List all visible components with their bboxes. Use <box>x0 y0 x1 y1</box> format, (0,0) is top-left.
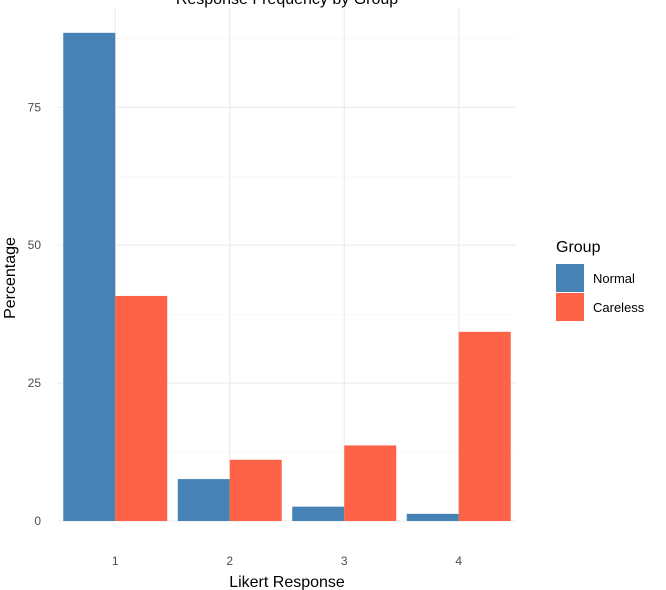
y-tick-label: 0 <box>34 514 41 528</box>
legend: Group Normal Careless <box>556 239 645 321</box>
axis-ticks: 0 25 50 75 1 2 3 4 <box>28 100 463 568</box>
chart-title: Response Frequency by Group <box>176 0 398 8</box>
bar-normal-4 <box>406 513 459 521</box>
bar-careless-2 <box>229 459 282 521</box>
legend-title: Group <box>556 239 601 256</box>
bar-careless-3 <box>344 445 397 521</box>
x-tick-label: 2 <box>226 554 233 568</box>
x-tick-label: 4 <box>455 554 462 568</box>
legend-swatch-normal <box>556 264 584 292</box>
bar-careless-4 <box>458 331 511 521</box>
y-tick-label: 75 <box>28 100 42 114</box>
x-axis-title: Likert Response <box>229 574 345 590</box>
x-tick-label: 3 <box>341 554 348 568</box>
bar-normal-3 <box>292 506 345 521</box>
x-tick-label: 1 <box>112 554 119 568</box>
y-tick-label: 50 <box>28 238 42 252</box>
bar-normal-1 <box>63 32 116 522</box>
bar-normal-2 <box>177 479 230 521</box>
y-tick-label: 25 <box>28 376 42 390</box>
legend-label-normal: Normal <box>593 271 635 286</box>
bar-careless-1 <box>115 295 168 521</box>
legend-label-careless: Careless <box>593 300 645 315</box>
bars <box>63 32 511 522</box>
legend-swatch-careless <box>556 293 584 321</box>
y-axis-title: Percentage <box>2 237 19 319</box>
